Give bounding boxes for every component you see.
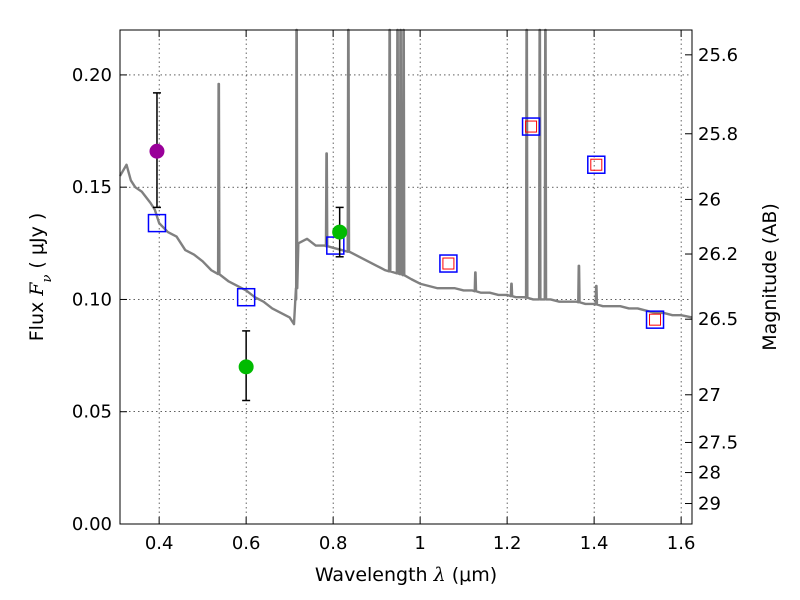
x-tick-label: 1.6 — [667, 533, 696, 554]
x-tick-label: 1.2 — [493, 533, 522, 554]
y-tick-label: 0.20 — [72, 65, 112, 86]
right-tick-label: 29 — [698, 494, 721, 515]
right-tick-label: 25.6 — [698, 45, 738, 66]
x-axis-title: Wavelength λ (μm) — [315, 564, 497, 586]
x-tick-label: 1.4 — [580, 533, 609, 554]
y-axis-title: Flux Fν ( μJy ) — [26, 213, 55, 342]
observed-ir-square — [590, 158, 603, 171]
observed-optical-point — [149, 143, 165, 159]
observed-ir-square — [649, 313, 662, 326]
model-photometry-square — [587, 155, 606, 174]
model-spectrum-line — [118, 28, 693, 326]
right-tick-label: 26.5 — [698, 309, 738, 330]
data-series — [118, 28, 693, 402]
axis-ticks: 0.4 0.6 0.8 1 1.2 1.4 1.6 0.00 0.05 0.10 0.15 0.20 2… — [72, 30, 738, 554]
x-tick-label: 0.6 — [232, 533, 261, 554]
right-axis-title: Magnitude (AB) — [759, 203, 781, 351]
right-tick-label: 27 — [698, 385, 721, 406]
x-tick-label: 0.8 — [319, 533, 348, 554]
right-tick-label: 25.8 — [698, 124, 738, 145]
y-tick-label: 0.00 — [72, 514, 112, 535]
right-tick-label: 27.5 — [698, 432, 738, 453]
x-tick-label: 1 — [414, 533, 425, 554]
right-tick-label: 28 — [698, 463, 721, 484]
observed-optical-point — [238, 359, 254, 375]
y-tick-label: 0.05 — [72, 402, 112, 423]
y-tick-label: 0.10 — [72, 289, 112, 310]
observed-ir-square — [525, 120, 538, 133]
plot-frame — [119, 29, 693, 525]
model-photometry-square — [439, 254, 458, 273]
model-photometry-square — [645, 310, 665, 329]
right-tick-label: 26.2 — [698, 244, 738, 265]
right-tick-label: 26 — [698, 189, 721, 210]
model-photometry-square — [147, 213, 167, 233]
grid-lines — [120, 30, 692, 524]
observed-optical-point — [332, 224, 348, 240]
x-tick-label: 0.4 — [145, 533, 174, 554]
y-tick-label: 0.15 — [72, 177, 112, 198]
model-photometry-square — [521, 117, 541, 136]
observed-ir-square — [442, 257, 455, 270]
model-photometry-square — [236, 287, 256, 307]
